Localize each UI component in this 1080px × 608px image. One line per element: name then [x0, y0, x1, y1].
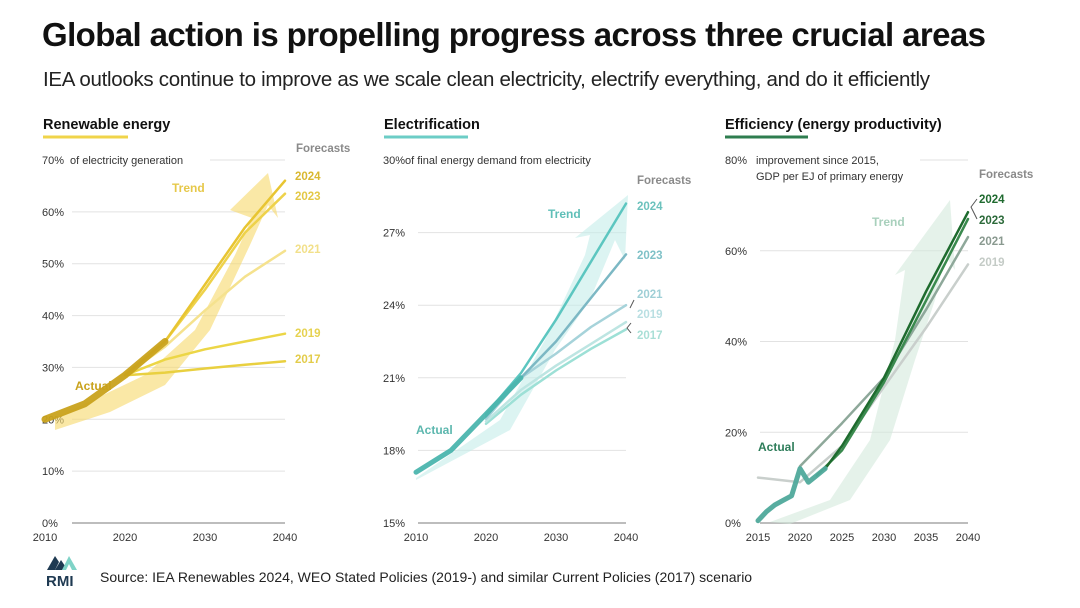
series-label-2021: 2021: [637, 289, 663, 301]
series-label-2021: 2021: [295, 244, 321, 256]
y-tick-label: 0%: [725, 518, 741, 530]
series-label-2019: 2019: [637, 309, 663, 321]
y-tick-label: 20%: [725, 427, 747, 439]
series-label-2024: 2024: [295, 171, 321, 183]
chart-title: Renewable energy: [43, 117, 170, 133]
y-tick-label: 18%: [383, 445, 405, 457]
y-tick-label: 27%: [383, 228, 405, 240]
trend-arrow: [55, 173, 278, 430]
x-tick-label: 2035: [914, 532, 938, 544]
y-tick-label: 70%: [42, 155, 64, 167]
y-axis-descriptor: of final energy demand from electricity: [405, 155, 591, 167]
label-connector-2021: [629, 299, 635, 309]
trend-arrow: [416, 195, 628, 480]
x-tick-label: 2020: [113, 532, 137, 544]
trend-label: Trend: [548, 207, 581, 221]
forecast-line-2024: [123, 179, 287, 377]
chart-title: Electrification: [384, 117, 480, 133]
x-tick-label: 2020: [788, 532, 812, 544]
y-tick-label: 60%: [725, 246, 747, 258]
legend-title: Forecasts: [637, 175, 691, 187]
series-label-2017: 2017: [637, 330, 663, 342]
chart-panel-2: Electrification 15% 18% 21% 24% 27% 30% of fina…: [383, 117, 691, 544]
label-bracket-2019-2017: [626, 322, 632, 334]
y-tick-label: 24%: [383, 300, 405, 312]
series-label-2023: 2023: [979, 215, 1005, 227]
x-tick-label: 2030: [544, 532, 568, 544]
y-tick-label: 21%: [383, 373, 405, 385]
chart-panel-3: Efficiency (energy productivity) 0% 20% 40%…: [725, 117, 1033, 544]
actual-label: Actual: [758, 440, 795, 454]
rmi-logo-icon: RMI: [46, 556, 77, 590]
y-tick-label: 0%: [42, 518, 58, 530]
series-label-2023: 2023: [637, 250, 663, 262]
source-note: Source: IEA Renewables 2024, WEO Stated …: [100, 569, 753, 585]
x-tick-label: 2010: [33, 532, 57, 544]
y-axis-descriptor: GDP per EJ of primary energy: [756, 171, 904, 183]
x-tick-label: 2040: [273, 532, 297, 544]
x-tick-label: 2015: [746, 532, 770, 544]
actual-label: Actual: [75, 379, 112, 393]
forecast-line-2019: [484, 320, 628, 423]
x-tick-label: 2030: [872, 532, 896, 544]
actual-line: [41, 338, 169, 423]
x-tick-label: 2040: [614, 532, 638, 544]
series-label-2019: 2019: [295, 328, 321, 340]
y-tick-label: 60%: [42, 207, 64, 219]
x-tick-label: 2010: [404, 532, 428, 544]
x-tick-label: 2025: [830, 532, 854, 544]
y-axis-descriptor: improvement since 2015,: [756, 155, 879, 167]
series-label-2019: 2019: [979, 257, 1005, 269]
legend-title: Forecasts: [979, 169, 1033, 181]
series-label-2017: 2017: [295, 354, 321, 366]
label-bracket-2024-2023: [970, 198, 978, 220]
x-tick-label: 2020: [474, 532, 498, 544]
series-label-2021: 2021: [979, 236, 1005, 248]
forecast-line-2017: [484, 328, 628, 426]
series-label-2024: 2024: [637, 201, 663, 213]
page-title: Global action is propelling progress acr…: [42, 16, 986, 53]
chart-title: Efficiency (energy productivity): [725, 117, 942, 133]
y-tick-label: 15%: [383, 518, 405, 530]
y-tick-label: 50%: [42, 259, 64, 271]
trend-arrow: [770, 200, 955, 524]
page-subtitle: IEA outlooks continue to improve as we s…: [43, 68, 930, 91]
trend-label: Trend: [172, 181, 205, 195]
x-tick-label: 2030: [193, 532, 217, 544]
y-tick-label: 40%: [42, 311, 64, 323]
rmi-logo-text: RMI: [46, 573, 74, 590]
y-tick-label: 40%: [725, 337, 747, 349]
actual-line: [755, 466, 828, 524]
actual-line: [413, 375, 524, 475]
forecast-line-2024: [823, 210, 970, 470]
y-tick-label: 30%: [42, 362, 64, 374]
series-label-2024: 2024: [979, 194, 1005, 206]
forecast-line-2017: [123, 359, 287, 377]
y-tick-label: 80%: [725, 155, 747, 167]
trend-label: Trend: [872, 215, 905, 229]
forecast-line-2019: [123, 332, 287, 377]
actual-label: Actual: [416, 423, 453, 437]
y-tick-label: 30%: [383, 155, 405, 167]
legend-title: Forecasts: [296, 143, 350, 155]
y-axis-descriptor: of electricity generation: [70, 155, 183, 167]
y-tick-label: 10%: [42, 466, 64, 478]
series-label-2023: 2023: [295, 191, 321, 203]
x-tick-label: 2040: [956, 532, 980, 544]
